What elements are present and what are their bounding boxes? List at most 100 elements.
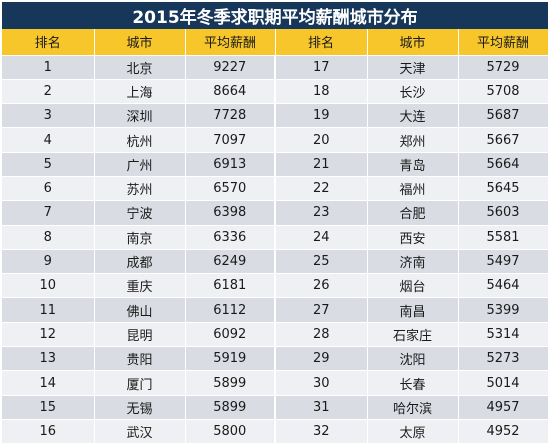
cell-salary-right: 5399 (458, 297, 549, 323)
cell-city-left: 苏州 (94, 176, 186, 202)
cell-city-left: 厦门 (94, 370, 186, 396)
cell-salary-left: 6092 (185, 322, 276, 348)
cell-rank-left: 6 (2, 176, 95, 202)
cell-rank-right: 31 (275, 395, 368, 420)
cell-salary-right: 5729 (458, 55, 549, 80)
cell-salary-left: 5800 (185, 419, 276, 444)
cell-city-left: 重庆 (94, 273, 186, 299)
cell-rank-right: 24 (275, 225, 368, 250)
cell-rank-left: 8 (2, 225, 95, 250)
cell-rank-left: 5 (2, 152, 95, 177)
cell-rank-left: 10 (2, 273, 95, 299)
cell-rank-left: 12 (2, 322, 95, 348)
cell-city-left: 贵阳 (94, 346, 186, 372)
cell-rank-left: 14 (2, 370, 95, 396)
cell-salary-right: 5687 (458, 103, 549, 129)
cell-rank-right: 20 (275, 127, 368, 153)
cell-rank-right: 19 (275, 103, 368, 129)
cell-rank-left: 7 (2, 200, 95, 226)
cell-city-right: 济南 (367, 249, 459, 275)
table-row: 10 重庆 6181 26 烟台 5464 (2, 273, 549, 299)
table-row: 2 上海 8664 18 长沙 5708 (2, 79, 549, 105)
cell-salary-right: 5014 (458, 370, 549, 396)
cell-rank-right: 32 (275, 419, 368, 444)
table-row: 1 北京 9227 17 天津 5729 (2, 55, 549, 80)
cell-rank-right: 21 (275, 152, 368, 177)
cell-rank-right: 22 (275, 176, 368, 202)
cell-rank-left: 9 (2, 249, 95, 275)
cell-salary-left: 9227 (185, 55, 276, 80)
title-bar: 2015年冬季求职期平均薪酬城市分布 (2, 2, 548, 29)
cell-salary-right: 5314 (458, 322, 549, 348)
cell-salary-left: 6249 (185, 249, 276, 275)
cell-city-left: 南京 (94, 225, 186, 250)
cell-salary-right: 5603 (458, 200, 549, 226)
header-salary-left: 平均薪酬 (185, 29, 276, 56)
header-salary-right: 平均薪酬 (458, 29, 549, 56)
cell-city-left: 武汉 (94, 419, 186, 444)
table-row: 14 厦门 5899 30 长春 5014 (2, 370, 549, 396)
cell-rank-right: 30 (275, 370, 368, 396)
cell-salary-left: 6112 (185, 297, 276, 323)
cell-city-right: 合肥 (367, 200, 459, 226)
cell-salary-left: 8664 (185, 79, 276, 105)
cell-city-left: 成都 (94, 249, 186, 275)
cell-salary-right: 5273 (458, 346, 549, 372)
cell-salary-left: 6913 (185, 152, 276, 177)
table-row: 6 苏州 6570 22 福州 5645 (2, 176, 549, 202)
header-row: 排名 城市 平均薪酬 排名 城市 平均薪酬 (2, 29, 549, 56)
cell-city-left: 佛山 (94, 297, 186, 323)
table-title: 2015年冬季求职期平均薪酬城市分布 (132, 8, 418, 28)
table-row: 16 武汉 5800 32 太原 4952 (2, 419, 549, 444)
cell-salary-left: 6181 (185, 273, 276, 299)
cell-city-right: 福州 (367, 176, 459, 202)
cell-city-left: 杭州 (94, 127, 186, 153)
cell-salary-left: 5899 (185, 395, 276, 420)
cell-rank-right: 25 (275, 249, 368, 275)
cell-rank-left: 4 (2, 127, 95, 153)
cell-rank-left: 2 (2, 79, 95, 105)
table-row: 8 南京 6336 24 西安 5581 (2, 225, 549, 250)
cell-rank-right: 18 (275, 79, 368, 105)
cell-salary-left: 6570 (185, 176, 276, 202)
cell-city-left: 广州 (94, 152, 186, 177)
cell-salary-right: 5708 (458, 79, 549, 105)
table-row: 4 杭州 7097 20 郑州 5667 (2, 127, 549, 153)
table-row: 12 昆明 6092 28 石家庄 5314 (2, 322, 549, 348)
cell-salary-left: 6398 (185, 200, 276, 226)
header-rank-left: 排名 (2, 29, 95, 56)
cell-salary-left: 7097 (185, 127, 276, 153)
cell-rank-right: 28 (275, 322, 368, 348)
cell-city-left: 北京 (94, 55, 186, 80)
cell-rank-left: 1 (2, 55, 95, 80)
cell-city-right: 青岛 (367, 152, 459, 177)
cell-city-right: 哈尔滨 (367, 395, 459, 420)
cell-salary-right: 5667 (458, 127, 549, 153)
header-city-left: 城市 (94, 29, 186, 56)
cell-salary-left: 5919 (185, 346, 276, 372)
cell-salary-left: 6336 (185, 225, 276, 250)
cell-rank-left: 15 (2, 395, 95, 420)
cell-salary-left: 5899 (185, 370, 276, 396)
table-row: 5 广州 6913 21 青岛 5664 (2, 152, 549, 177)
cell-city-right: 天津 (367, 55, 459, 80)
cell-salary-left: 7728 (185, 103, 276, 129)
cell-city-left: 昆明 (94, 322, 186, 348)
cell-rank-right: 23 (275, 200, 368, 226)
cell-city-right: 沈阳 (367, 346, 459, 372)
cell-city-right: 长春 (367, 370, 459, 396)
cell-city-right: 烟台 (367, 273, 459, 299)
table-row: 15 无锡 5899 31 哈尔滨 4957 (2, 395, 549, 420)
table-body: 1 北京 9227 17 天津 5729 2 上海 8664 18 长沙 5708 3 深圳 7728 19 大… (2, 55, 549, 444)
cell-city-right: 石家庄 (367, 322, 459, 348)
cell-city-left: 深圳 (94, 103, 186, 129)
cell-city-right: 太原 (367, 419, 459, 444)
cell-city-left: 宁波 (94, 200, 186, 226)
table-row: 7 宁波 6398 23 合肥 5603 (2, 200, 549, 226)
cell-rank-left: 16 (2, 419, 95, 444)
cell-city-right: 西安 (367, 225, 459, 250)
cell-rank-right: 29 (275, 346, 368, 372)
table-row: 11 佛山 6112 27 南昌 5399 (2, 297, 549, 323)
cell-rank-left: 13 (2, 346, 95, 372)
